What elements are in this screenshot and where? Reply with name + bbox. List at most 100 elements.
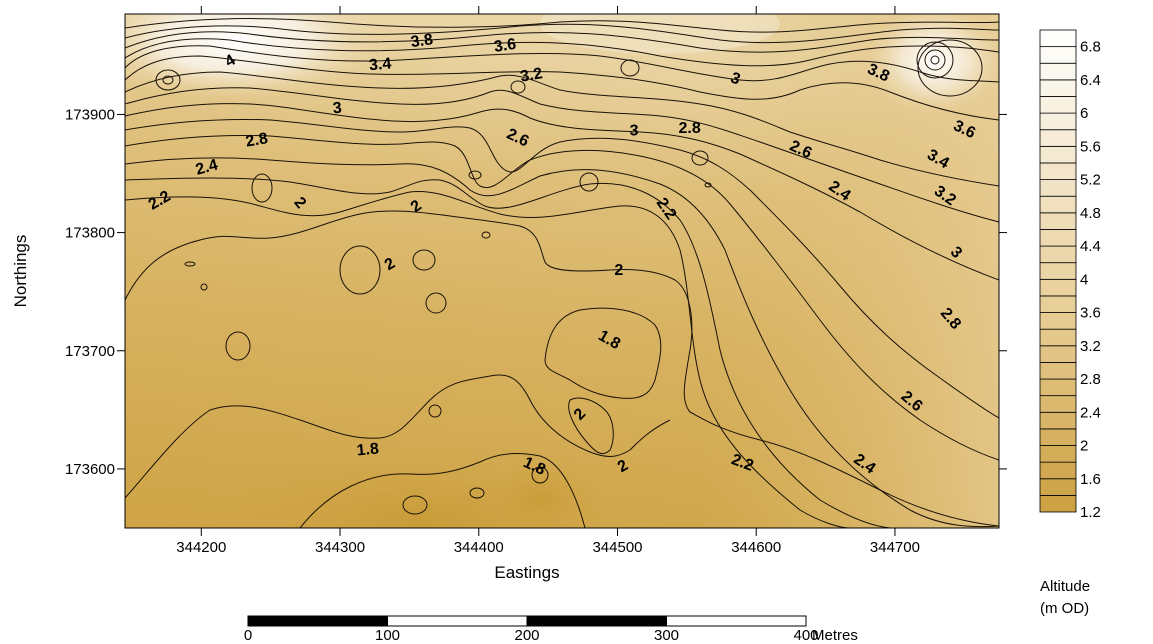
x-tick-label: 344300 — [315, 539, 365, 556]
legend-swatch — [1039, 494, 1077, 513]
legend-swatch — [1039, 29, 1077, 48]
scale-bar-segment — [247, 615, 388, 627]
contour-line — [425, 292, 447, 314]
contour-line — [691, 150, 709, 166]
contour-line — [125, 157, 999, 528]
legend-value-label: 5.2 — [1080, 172, 1101, 189]
scale-bar-tick-label: 100 — [375, 627, 400, 644]
y-tick-label: 173700 — [65, 343, 115, 360]
contour-line — [125, 190, 851, 528]
contour-lines — [125, 18, 999, 528]
contour-line — [225, 331, 251, 361]
southern-depression — [480, 460, 600, 528]
legend-swatch — [1039, 212, 1077, 230]
contour-line — [469, 487, 485, 499]
legend-value-label: 2 — [1080, 438, 1088, 455]
contour-line — [184, 261, 196, 267]
legend-value-label: 1.6 — [1080, 471, 1101, 488]
contour-line — [155, 69, 181, 91]
contour-line — [125, 55, 999, 121]
x-axis: 344200 344300 344400 344500 344600 344700 — [176, 6, 920, 556]
contour-line — [125, 134, 999, 461]
contour-line — [510, 80, 526, 94]
legend-labels: 6.8 6.4 6 5.6 5.2 4.8 4.4 4 3.6 3.2 2.8 2.4 2 1.6 1.2 — [1080, 39, 1101, 521]
legend-swatch — [1039, 46, 1077, 64]
legend-swatch — [1039, 411, 1077, 430]
legend-units: (m OD) — [1040, 600, 1089, 617]
scale-bar-segment — [666, 615, 807, 627]
contour-line — [125, 118, 999, 419]
y-axis-title: Northings — [11, 235, 30, 308]
y-tick-label: 173900 — [65, 106, 115, 123]
contour-value-label: 2.8 — [679, 120, 701, 137]
contour-line — [930, 55, 940, 65]
legend-swatch — [1039, 129, 1077, 147]
x-axis-title: Eastings — [494, 563, 559, 582]
x-tick-label: 344700 — [870, 539, 920, 556]
legend-swatch — [1039, 478, 1077, 496]
north-ridge — [540, 14, 780, 54]
contour-value-label: 2.2 — [729, 451, 756, 475]
scale-bar-segment — [526, 615, 667, 627]
contour-line — [916, 41, 954, 79]
scale-bar-tick-label: 0 — [244, 627, 252, 644]
x-tick-label: 344600 — [731, 539, 781, 556]
legend-value-label: 6.4 — [1080, 72, 1101, 89]
legend-swatch — [1039, 112, 1077, 131]
legend-swatch — [1039, 62, 1077, 81]
legend-value-label: 4.4 — [1080, 238, 1101, 255]
legend-swatch — [1039, 428, 1077, 446]
x-tick-label: 344200 — [176, 539, 226, 556]
legend-value-label: 4.8 — [1080, 205, 1101, 222]
contour-line — [924, 49, 946, 71]
legend-swatch — [1039, 262, 1077, 280]
legend-value-label: 2.8 — [1080, 371, 1101, 388]
legend-swatch — [1039, 378, 1077, 397]
contour-line — [579, 172, 599, 192]
legend-value-label: 4 — [1080, 271, 1088, 288]
legend-value-label: 1.2 — [1080, 504, 1101, 521]
altitude-legend: 6.86.465.65.24.84.443.63.22.82.421.61.2 … — [1039, 29, 1101, 617]
y-axis: 173900 173800 173700 173600 — [65, 106, 1007, 478]
contour-line — [251, 173, 273, 203]
contour-line — [468, 170, 482, 180]
scale-bar-unit: Metres — [812, 627, 858, 644]
legend-title: Altitude — [1040, 578, 1090, 595]
contour-line — [125, 87, 999, 223]
north-east-knoll — [865, 14, 999, 115]
y-tick-label: 173600 — [65, 461, 115, 478]
scale-bar: 0 100 200 300 400 Metres — [244, 615, 858, 644]
contour-line — [402, 495, 428, 515]
scale-bar-labels: 0 100 200 300 400 — [244, 627, 819, 644]
scale-bar-tick-label: 200 — [514, 627, 539, 644]
plot-frame — [124, 13, 1000, 529]
legend-swatch — [1039, 179, 1077, 197]
contour-line — [125, 210, 999, 527]
legend-swatch — [1039, 328, 1077, 347]
contour-line — [125, 31, 999, 53]
contour-line — [568, 397, 614, 455]
legend-value-label: 2.4 — [1080, 404, 1101, 421]
north-west-high-ground — [125, 14, 385, 100]
scale-bar-segment — [387, 615, 528, 627]
x-tick-label: 344500 — [592, 539, 642, 556]
legend-value-label: 6.8 — [1080, 39, 1101, 56]
scale-bar-tick-label: 400 — [793, 627, 818, 644]
contour-line — [299, 453, 586, 528]
legend-value-label: 3.2 — [1080, 338, 1101, 355]
legend-swatch — [1039, 195, 1077, 214]
legend-swatch — [1039, 245, 1077, 264]
contour-line — [162, 75, 174, 85]
contour-line — [125, 177, 891, 528]
legend-value-label: 5.6 — [1080, 138, 1101, 155]
legend-value-label: 3.6 — [1080, 305, 1101, 322]
contour-line — [531, 466, 549, 484]
contour-value-label: 2.8 — [244, 130, 269, 151]
legend-swatch — [1039, 79, 1077, 97]
scale-bar-segments — [247, 615, 807, 627]
legend-swatch — [1039, 295, 1077, 313]
contour-value-label: 3.2 — [519, 65, 544, 86]
legend-swatch — [1039, 362, 1077, 380]
